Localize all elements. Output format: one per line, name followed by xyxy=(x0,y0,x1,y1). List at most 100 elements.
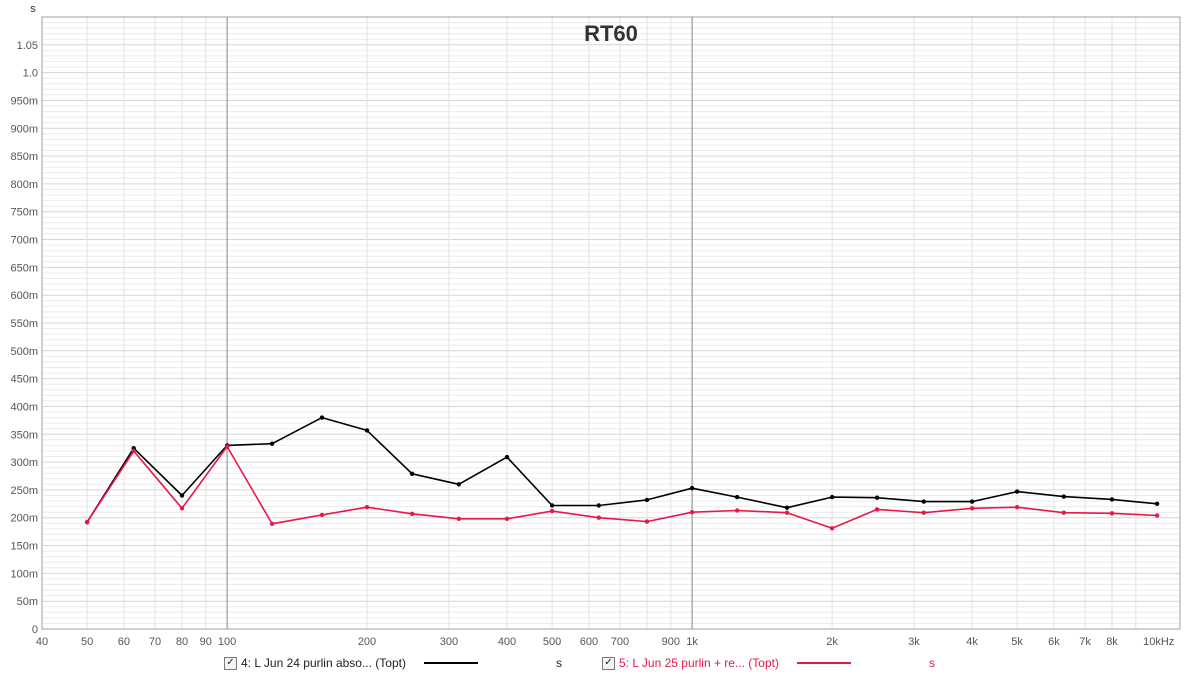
series-1-point xyxy=(364,428,370,433)
series-2-point xyxy=(829,526,835,531)
y-tick-label: 1.0 xyxy=(23,68,38,80)
series-1-label: 4: L Jun 24 purlin abso... (Topt) xyxy=(241,656,406,670)
y-tick-label: 400m xyxy=(10,402,38,414)
series-2-point xyxy=(269,521,275,526)
series-2-point xyxy=(319,512,325,518)
x-tick-label: 400 xyxy=(498,636,516,648)
series-1-point xyxy=(921,499,926,504)
series-2-line xyxy=(86,445,1158,530)
y-tick-label: 1.05 xyxy=(17,40,38,52)
x-tick-label: 2k xyxy=(826,636,838,648)
x-tick-label: 80 xyxy=(176,636,188,648)
y-tick-label: 200m xyxy=(10,513,38,525)
legend-item-series-1[interactable]: ✓ 4: L Jun 24 purlin abso... (Topt) s xyxy=(224,654,562,672)
plot-frame xyxy=(41,16,1181,630)
series-2-point xyxy=(1109,511,1115,516)
y-tick-label: 100m xyxy=(10,568,38,580)
series-1-point xyxy=(596,503,601,508)
x-tick-label: 1k xyxy=(686,636,698,648)
series-1-point xyxy=(409,471,415,476)
y-tick-label: 800m xyxy=(10,179,38,191)
x-tick-label: 600 xyxy=(580,636,598,648)
x-tick-label: 10kHz xyxy=(1143,636,1174,648)
series-1-point xyxy=(504,454,510,460)
series-2-swatch xyxy=(796,662,851,664)
grid xyxy=(41,17,1180,630)
y-tick-label: 250m xyxy=(10,485,38,497)
series-2-point xyxy=(1014,505,1020,510)
series-1-swatch xyxy=(423,662,478,664)
series-1-point xyxy=(784,505,790,510)
series-1-point xyxy=(734,494,740,500)
series-1-point xyxy=(1061,494,1067,499)
series-1-point xyxy=(644,497,650,503)
series-2-label: 5: L Jun 25 purlin + re... (Topt) xyxy=(619,656,779,670)
series-2-point xyxy=(409,511,415,516)
series-1-point xyxy=(1109,497,1115,502)
series-1-point xyxy=(1154,501,1160,506)
series-1-checkbox[interactable]: ✓ xyxy=(224,656,237,670)
y-tick-label: 650m xyxy=(10,262,38,274)
x-tick-label: 90 xyxy=(200,636,212,648)
series-1-point xyxy=(456,482,461,487)
y-axis-ticks: 0 50m 100m 150m 200m 250m 300m 350m 400m 450m 500m… xyxy=(10,40,38,636)
y-tick-label: 700m xyxy=(10,235,38,247)
series-2-checkbox[interactable]: ✓ xyxy=(602,656,615,670)
series-1-point xyxy=(969,499,975,504)
x-tick-label: 70 xyxy=(149,636,161,648)
y-tick-label: 0 xyxy=(32,624,38,636)
series-2-point xyxy=(969,506,975,511)
y-axis-label: s xyxy=(30,3,36,15)
series-1-line xyxy=(86,416,1158,523)
series-2-point xyxy=(456,516,461,521)
x-tick-label: 4k xyxy=(966,636,978,648)
y-tick-label: 750m xyxy=(10,207,38,219)
series-1-point xyxy=(874,495,880,500)
x-tick-label: 60 xyxy=(118,636,130,648)
series-1-point xyxy=(549,503,555,508)
x-tick-label: 6k xyxy=(1048,636,1060,648)
series-2-point xyxy=(549,508,555,514)
y-tick-label: 900m xyxy=(10,123,38,135)
x-tick-label: 8k xyxy=(1106,636,1118,648)
y-tick-label: 150m xyxy=(10,541,38,553)
x-axis-ticks: 40 50 60 70 80 90 100 200 300 400 500 600 700 900 1k 2k… xyxy=(36,636,1174,648)
x-tick-label: 7k xyxy=(1079,636,1091,648)
series-1-point xyxy=(1014,489,1020,494)
series-2-point xyxy=(504,516,510,521)
x-tick-label: 40 xyxy=(36,636,48,648)
series-2-unit: s xyxy=(928,656,935,670)
series-2-point xyxy=(131,448,136,454)
series-2-point xyxy=(644,519,650,524)
x-tick-label: 3k xyxy=(908,636,920,648)
y-tick-label: 950m xyxy=(10,96,38,108)
series-2-point xyxy=(179,506,185,511)
y-tick-label: 350m xyxy=(10,429,38,441)
series-2-point xyxy=(1061,510,1067,515)
x-tick-label: 500 xyxy=(543,636,561,648)
series-1-point xyxy=(269,441,275,446)
series-2-point xyxy=(689,510,695,515)
x-tick-label: 700 xyxy=(611,636,629,648)
series-1-point xyxy=(689,486,695,491)
series-1-point xyxy=(319,415,325,420)
y-tick-label: 550m xyxy=(10,318,38,330)
series-1-point xyxy=(179,493,185,498)
series-2-point xyxy=(1154,513,1160,518)
series-2-point xyxy=(596,515,601,520)
series-2-point xyxy=(784,510,790,515)
x-tick-label: 900 xyxy=(662,636,680,648)
x-tick-label: 200 xyxy=(358,636,376,648)
series-2-point xyxy=(84,520,90,525)
x-tick-label: 50 xyxy=(81,636,93,648)
series-2-point xyxy=(364,505,370,510)
x-tick-label: 5k xyxy=(1011,636,1023,648)
y-tick-label: 50m xyxy=(17,596,38,608)
series-2-point xyxy=(734,508,740,513)
y-tick-label: 600m xyxy=(10,290,38,302)
series-2-point xyxy=(224,444,230,449)
series xyxy=(84,415,1160,531)
series-1-point xyxy=(829,494,835,500)
legend-item-series-2[interactable]: ✓ 5: L Jun 25 purlin + re... (Topt) s xyxy=(602,654,935,672)
